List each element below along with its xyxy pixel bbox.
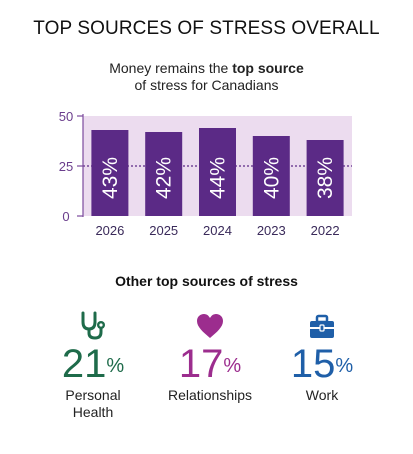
stat-value: 15% <box>290 342 354 386</box>
stethoscope-icon <box>33 310 153 340</box>
stat-relationships: 17% Relationships <box>150 310 270 404</box>
subtitle-emphasis: top source <box>232 60 304 76</box>
y-tick-label: 0 <box>62 209 69 224</box>
x-tick-label: 2026 <box>95 223 124 238</box>
briefcase-icon <box>262 310 382 340</box>
stat-work: 15% Work <box>262 310 382 404</box>
x-tick-label: 2023 <box>257 223 286 238</box>
stat-personal-health: 21% Personal Health <box>33 310 153 421</box>
bar <box>306 140 344 216</box>
stat-value: 17% <box>178 342 242 386</box>
section-title: Other top sources of stress <box>115 273 298 289</box>
stat-label: Relationships <box>167 387 253 403</box>
x-tick-label: 2022 <box>311 223 340 238</box>
subtitle-text-line2: of stress for Canadians <box>134 77 279 93</box>
stat-label: Personal Health <box>65 387 121 420</box>
bar <box>145 132 183 216</box>
bar-value-label: 42% <box>153 157 176 199</box>
bar <box>199 128 236 216</box>
bar <box>91 130 129 216</box>
heart-icon <box>150 310 270 340</box>
x-tick-label: 2024 <box>203 223 232 238</box>
y-tick-label: 25 <box>59 159 73 174</box>
bar-value-label: 40% <box>260 157 283 199</box>
page-title: TOP SOURCES OF STRESS OVERALL <box>33 18 380 39</box>
chart-subtitle: Money remains the top source of stress f… <box>0 60 413 94</box>
bar-value-label: 43% <box>99 157 122 199</box>
y-tick-label: 50 <box>59 109 73 124</box>
stat-label: Work <box>305 387 339 403</box>
x-tick-label: 2025 <box>149 223 178 238</box>
bar-value-label: 44% <box>207 157 230 199</box>
bar-chart: 0 25 50 43% 2026 42% 2025 44% 2024 40% 2023 38% 2022 <box>59 109 352 238</box>
subtitle-text: Money remains the <box>109 60 233 76</box>
stat-value: 21% <box>61 342 125 386</box>
bar-value-label: 38% <box>314 157 337 199</box>
bar <box>252 136 290 216</box>
